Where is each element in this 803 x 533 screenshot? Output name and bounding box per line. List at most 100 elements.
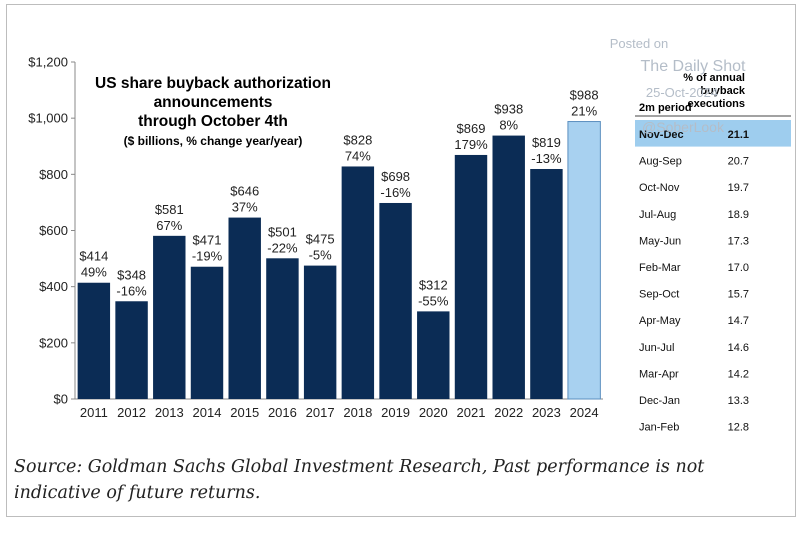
table-period-cell: Apr-May bbox=[639, 315, 681, 327]
y-tick-label: $600 bbox=[39, 223, 68, 238]
bar-pct-label: -5% bbox=[309, 248, 333, 263]
y-tick-label: $800 bbox=[39, 167, 68, 182]
table-period-cell: Jan-Feb bbox=[639, 422, 679, 434]
bar-value-label: $828 bbox=[343, 132, 372, 147]
x-tick-label: 2024 bbox=[570, 405, 599, 420]
watermark-date: 25-Oct-2024 bbox=[646, 85, 718, 100]
bar-pct-label: -16% bbox=[116, 283, 147, 298]
bar-2017 bbox=[303, 265, 337, 399]
table-header-col2: executions bbox=[688, 98, 745, 110]
table-value-cell: 17.0 bbox=[728, 262, 749, 274]
x-tick-label: 2016 bbox=[268, 405, 297, 420]
table-header-col1: 2m period bbox=[639, 102, 692, 114]
y-tick-label: $1,000 bbox=[28, 111, 68, 126]
chart-title-line-1: US share buyback authorization bbox=[95, 75, 331, 92]
table-value-cell: 17.3 bbox=[728, 235, 749, 247]
table-value-cell: 20.7 bbox=[728, 156, 749, 168]
table-period-cell: Feb-Mar bbox=[639, 262, 681, 274]
chart-title-line-3: through October 4th bbox=[138, 113, 288, 130]
watermark-posted-on: Posted on bbox=[610, 36, 669, 51]
y-tick-label: $200 bbox=[39, 335, 68, 350]
table-value-cell: 15.7 bbox=[728, 289, 749, 301]
bar-pct-label: 21% bbox=[571, 104, 597, 119]
x-tick-label: 2015 bbox=[230, 405, 259, 420]
x-tick-label: 2017 bbox=[306, 405, 335, 420]
table-period-cell: Jun-Jul bbox=[639, 342, 674, 354]
x-tick-label: 2021 bbox=[457, 405, 486, 420]
bar-value-label: $501 bbox=[268, 224, 297, 239]
bar-2023 bbox=[530, 168, 563, 399]
x-tick-label: 2011 bbox=[80, 405, 108, 420]
table-value-cell: 21.1 bbox=[728, 129, 749, 141]
bar-pct-label: 8% bbox=[499, 118, 518, 133]
y-tick-label: $1,200 bbox=[28, 55, 68, 70]
bar-pct-label: 49% bbox=[81, 265, 107, 280]
bar-value-label: $869 bbox=[457, 121, 486, 136]
table-value-cell: 14.6 bbox=[728, 342, 749, 354]
x-tick-label: 2022 bbox=[494, 405, 523, 420]
buyback-chart: $0 $200 $400 $600 $800 $1,000 $1,200 2011 $4144… bbox=[28, 36, 791, 434]
bar-2016 bbox=[266, 258, 299, 399]
watermark-handle: @SoberLook bbox=[642, 119, 725, 135]
bar-pct-label: 179% bbox=[454, 137, 488, 152]
y-tick-label: $400 bbox=[39, 279, 68, 294]
bar-2024 bbox=[567, 121, 601, 400]
table-header-col2: buyback bbox=[700, 85, 746, 97]
x-tick-label: 2020 bbox=[419, 405, 448, 420]
bar-value-label: $819 bbox=[532, 135, 561, 150]
bar-2022 bbox=[492, 135, 525, 399]
bar-value-label: $312 bbox=[419, 277, 448, 292]
bar-2018 bbox=[341, 166, 375, 399]
y-tick-label: $0 bbox=[54, 392, 68, 407]
table-value-cell: 12.8 bbox=[728, 422, 749, 434]
bar-value-label: $988 bbox=[570, 88, 599, 103]
table-period-cell: Jul-Aug bbox=[639, 209, 676, 221]
table-period-cell: Oct-Nov bbox=[639, 182, 680, 194]
bar-pct-label: 37% bbox=[232, 200, 258, 215]
table-period-cell: Mar-Apr bbox=[639, 368, 679, 380]
x-tick-label: 2013 bbox=[155, 405, 184, 420]
table-header-col2: % of annual bbox=[683, 72, 745, 84]
bar-2012 bbox=[115, 301, 148, 399]
table-highlight-row bbox=[635, 120, 791, 147]
bar-value-label: $471 bbox=[193, 233, 222, 248]
watermark-source: The Daily Shot bbox=[641, 58, 746, 75]
bar-2015 bbox=[228, 217, 261, 399]
table-period-cell: Dec-Jan bbox=[639, 395, 680, 407]
bar-2021 bbox=[454, 154, 488, 399]
bar-value-label: $475 bbox=[306, 232, 335, 247]
table-value-cell: 13.3 bbox=[728, 395, 749, 407]
bar-2011 bbox=[77, 282, 111, 399]
bar-value-label: $414 bbox=[79, 249, 108, 264]
bar-value-label: $646 bbox=[230, 184, 259, 199]
bar-pct-label: 74% bbox=[345, 148, 371, 163]
table-value-cell: 18.9 bbox=[728, 209, 749, 221]
bar-value-label: $348 bbox=[117, 267, 146, 282]
table-period-cell: Sep-Oct bbox=[639, 289, 679, 301]
x-tick-label: 2012 bbox=[117, 405, 146, 420]
table-value-cell: 19.7 bbox=[728, 182, 749, 194]
source-note: Source: Goldman Sachs Global Investment … bbox=[14, 457, 705, 503]
bar-pct-label: -55% bbox=[418, 293, 449, 308]
bar-value-label: $581 bbox=[155, 202, 184, 217]
x-tick-label: 2023 bbox=[532, 405, 561, 420]
bar-pct-label: 67% bbox=[156, 218, 182, 233]
bar-pct-label: -13% bbox=[531, 151, 562, 166]
chart-frame: $0 $200 $400 $600 $800 $1,000 $1,200 2011 $414 4… bbox=[6, 4, 796, 517]
bar-pct-label: -22% bbox=[267, 240, 298, 255]
x-tick-label: 2019 bbox=[381, 405, 410, 420]
table-period-cell: Nov-Dec bbox=[639, 129, 684, 141]
bar-2019 bbox=[379, 202, 412, 399]
bar-2013 bbox=[153, 235, 186, 399]
bar-value-label: $938 bbox=[494, 102, 523, 117]
chart-title-line-2: announcements bbox=[154, 94, 273, 111]
bar-2020 bbox=[417, 311, 450, 399]
x-tick-label: 2018 bbox=[343, 405, 372, 420]
chart-subtitle: ($ billions, % change year/year) bbox=[124, 134, 303, 148]
bar-value-label: $698 bbox=[381, 169, 410, 184]
bar-2014 bbox=[190, 266, 224, 399]
bar-pct-label: -16% bbox=[380, 185, 411, 200]
table-period-cell: Aug-Sep bbox=[639, 156, 682, 168]
x-tick-label: 2014 bbox=[193, 405, 222, 420]
table-value-cell: 14.7 bbox=[728, 315, 749, 327]
